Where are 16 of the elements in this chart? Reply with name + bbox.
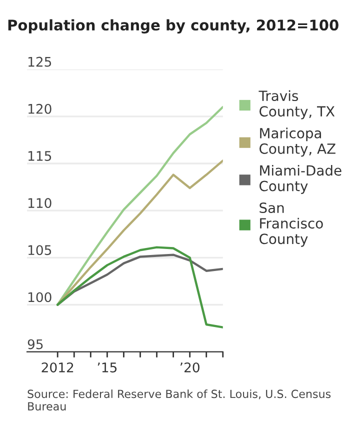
y-tick-label: 120 xyxy=(28,104,52,114)
legend-label: Maricopa County, AZ xyxy=(260,128,336,157)
chart-title: Population change by county, 2012=100 xyxy=(8,19,338,34)
x-tick-label: ’15 xyxy=(98,362,117,372)
legend-label: San Francisco County xyxy=(260,202,323,247)
y-tick-label: 105 xyxy=(28,245,52,256)
y-tick-label: 110 xyxy=(28,198,52,208)
y-tick-label: 100 xyxy=(28,292,52,302)
y-tick-label: 115 xyxy=(28,151,52,161)
source-note: Source: Federal Reserve Bank of St. Louis, U.S. Census Bureau xyxy=(28,389,331,411)
y-tick-label: 125 xyxy=(28,56,52,67)
x-tick-label: ’20 xyxy=(180,362,200,372)
legend-label: Miami-Dade County xyxy=(260,164,342,194)
x-tick-label: 2012 xyxy=(42,362,74,372)
y-tick-label: 95 xyxy=(28,339,43,350)
legend-label: Travis County, TX xyxy=(258,90,335,120)
